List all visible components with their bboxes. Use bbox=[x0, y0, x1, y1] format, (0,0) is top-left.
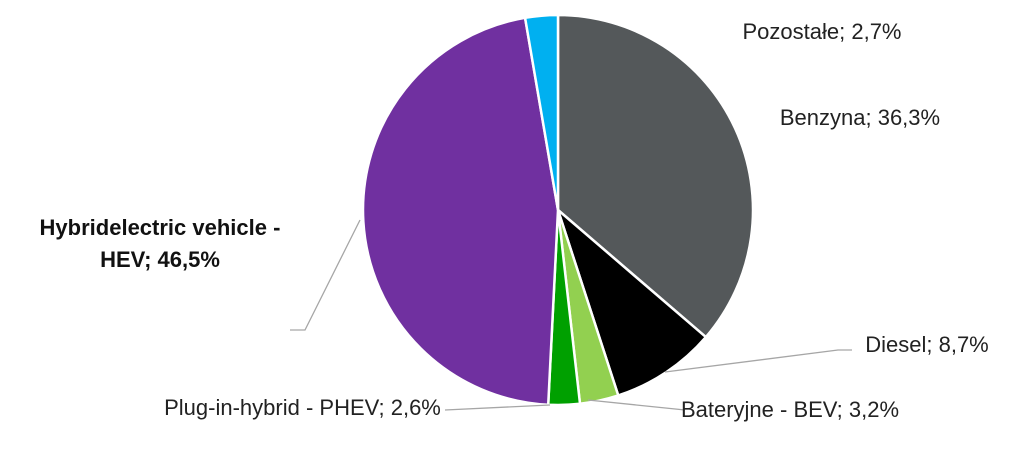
pie-slice bbox=[556, 13, 755, 339]
data-label: Bateryjne - BEV; 3,2% bbox=[680, 397, 900, 422]
pie-slice bbox=[523, 13, 560, 211]
leader-line bbox=[290, 219, 361, 331]
leader-line bbox=[664, 349, 852, 373]
pie-slice bbox=[361, 16, 560, 407]
data-label: Plug-in-hybrid - PHEV; 2,6% bbox=[164, 395, 441, 420]
leader-line bbox=[587, 399, 686, 411]
data-label: Hybridelectric vehicle - HEV; 46,5% bbox=[39, 215, 281, 272]
leader-line bbox=[444, 404, 551, 411]
data-label: Pozostałe; 2,7% bbox=[742, 19, 902, 44]
data-label: Benzyna; 36,3% bbox=[779, 105, 941, 130]
data-label: Diesel; 8,7% bbox=[865, 332, 989, 357]
